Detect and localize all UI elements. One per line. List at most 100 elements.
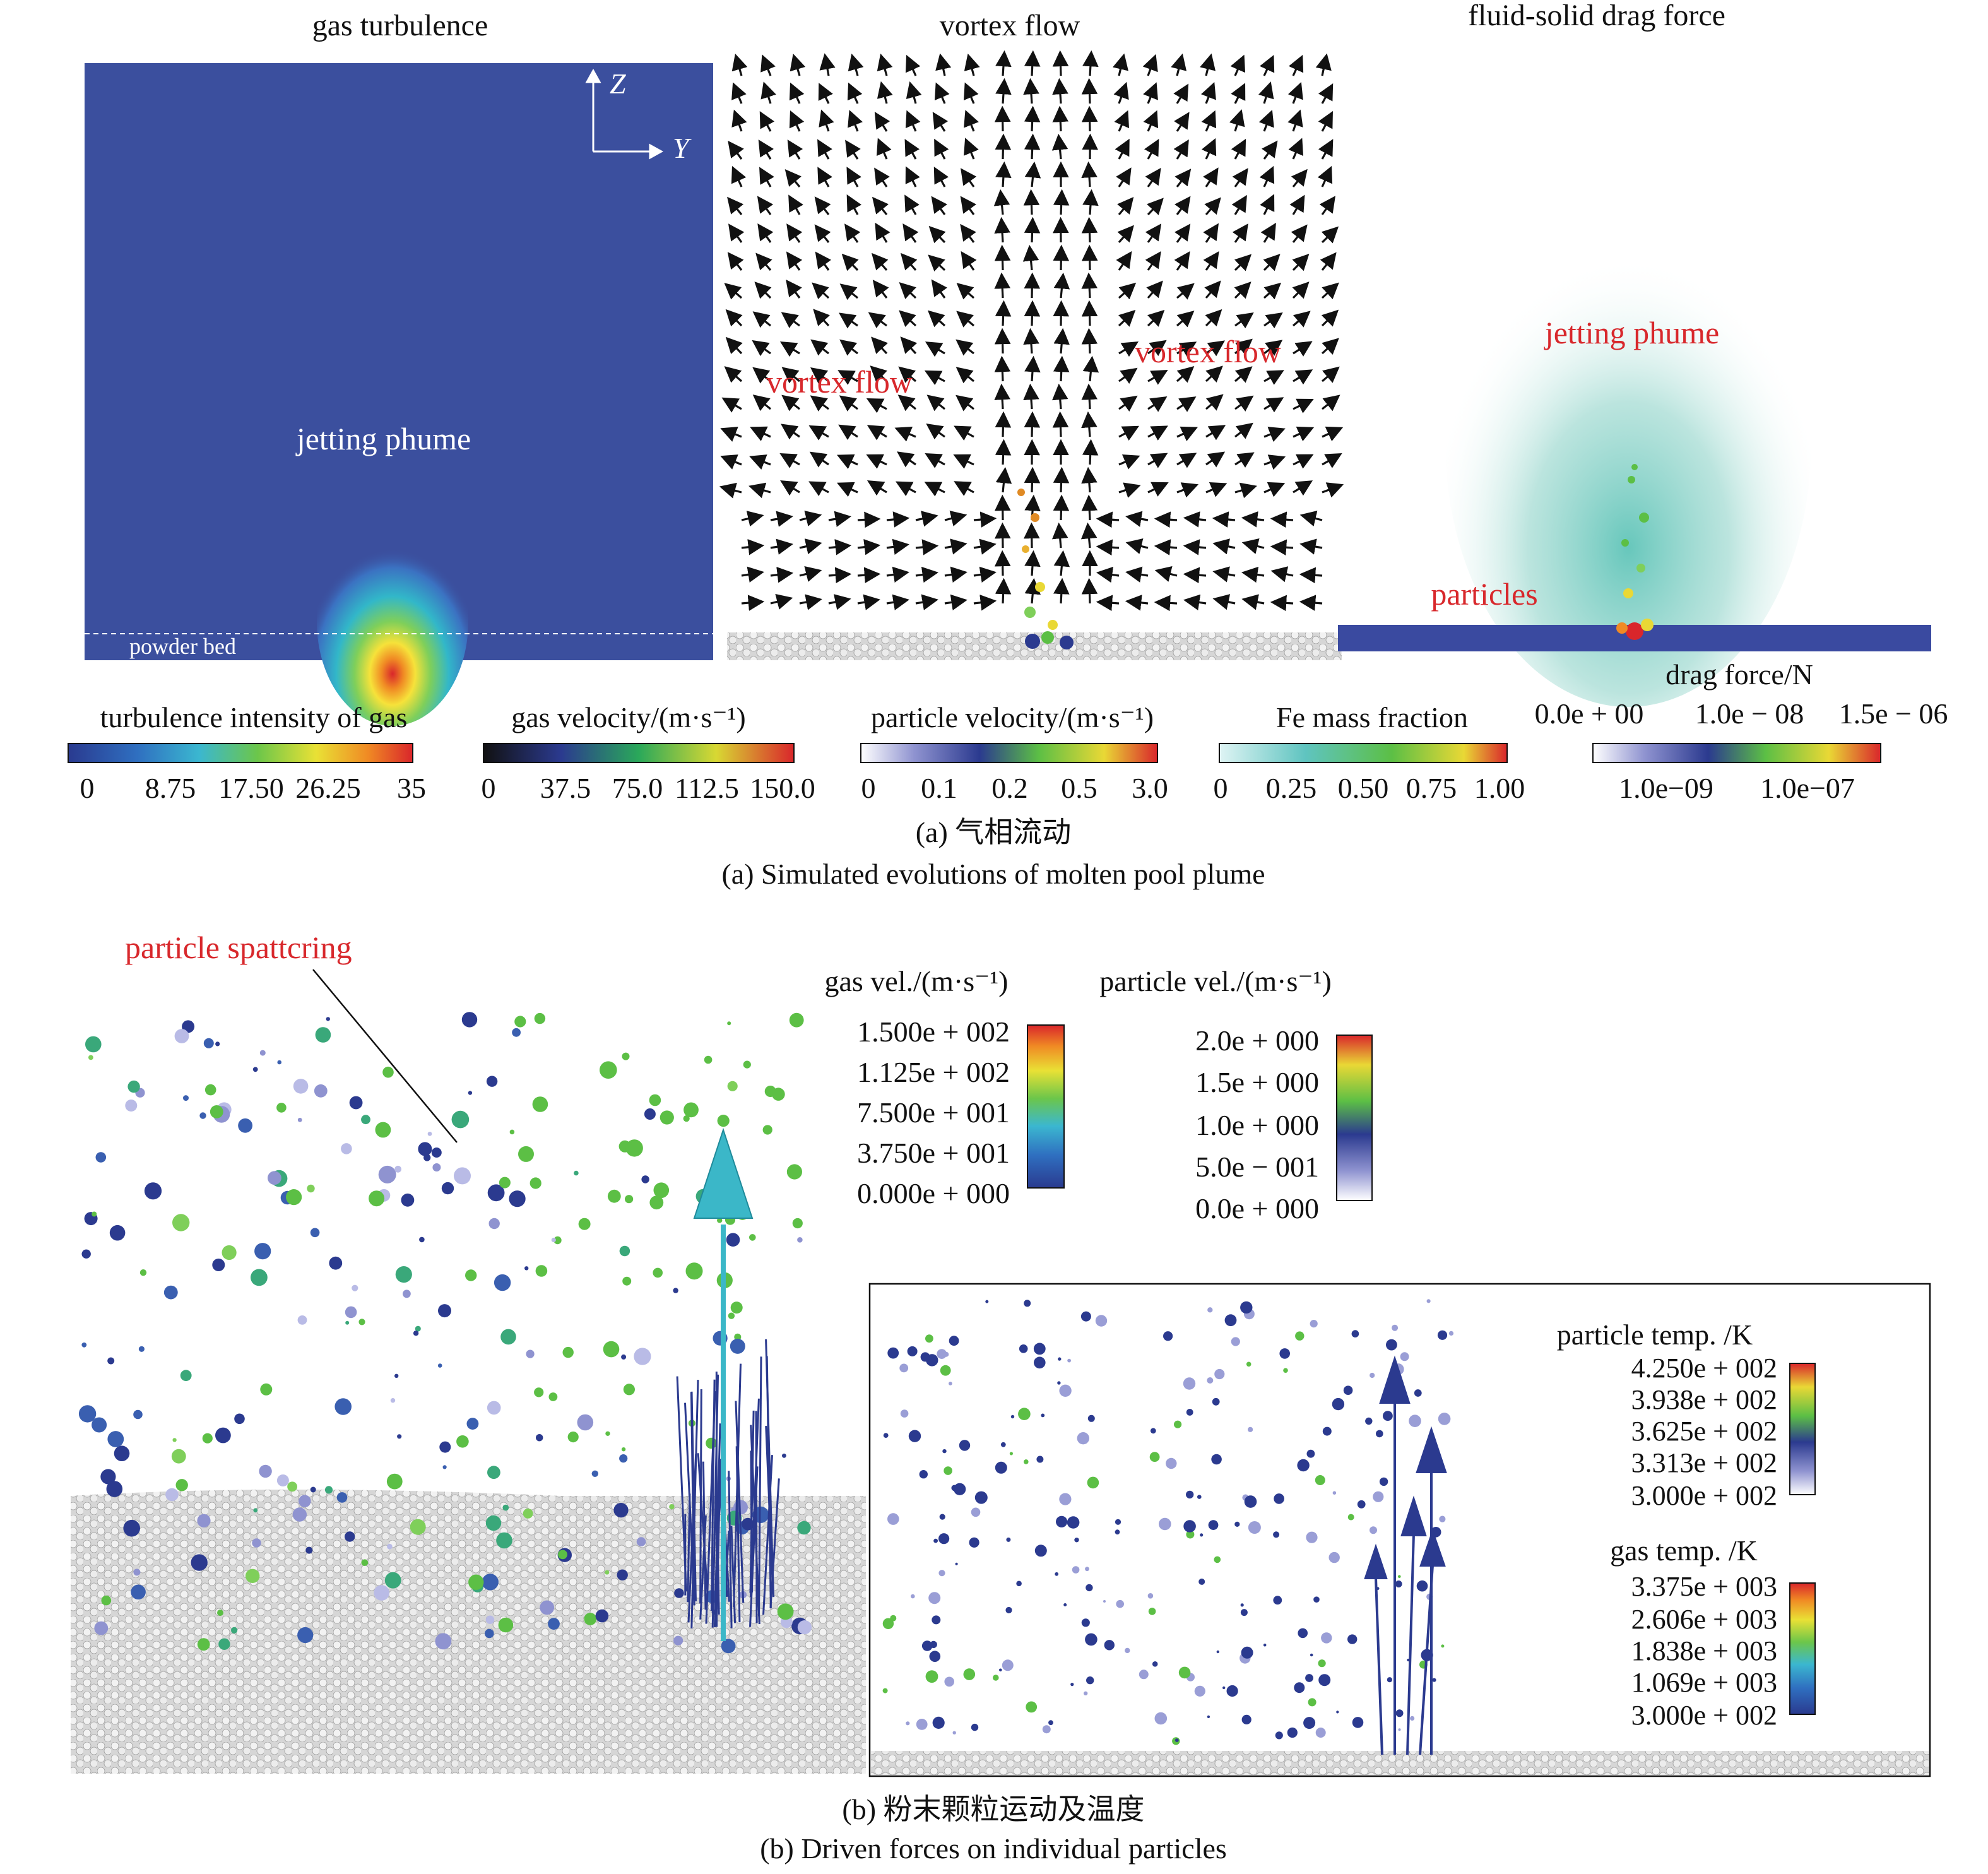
vector-arrow [1176, 365, 1195, 383]
particle-dot [900, 1409, 909, 1418]
particle-dot [641, 1175, 649, 1183]
vector-arrow [973, 511, 997, 528]
particle-dot [882, 1688, 888, 1693]
vector-arrow [1212, 538, 1236, 555]
vector-arrow [902, 223, 919, 243]
legend-gas-vel-title: gas vel./(m·s⁻¹) [824, 965, 1008, 997]
vector-arrow [1081, 216, 1098, 243]
vector-arrow [1118, 367, 1138, 384]
vector-arrow [960, 223, 976, 243]
vector-arrow [1081, 244, 1098, 271]
colorbar-particle-velocity-tick-1: 0.1 [921, 772, 957, 804]
colorbar-particle-velocity-tick-2: 0.2 [991, 772, 1028, 804]
vector-arrow [1082, 439, 1099, 465]
particle-dot [78, 1405, 97, 1423]
particle-dot [197, 1514, 211, 1527]
particle-dot [969, 1537, 979, 1548]
vector-arrow [1204, 197, 1221, 216]
particle-dot [326, 1017, 330, 1021]
vector-arrow [894, 426, 916, 442]
particle-dot [734, 1333, 742, 1341]
vector-arrow [1023, 328, 1039, 354]
particle-dot [558, 1550, 567, 1560]
label-particle-spattering: particle spattcring [125, 930, 352, 965]
vector-arrow [1263, 282, 1282, 300]
particle-dot [345, 1306, 357, 1319]
vector-arrow [897, 451, 916, 468]
particle-dot [297, 1627, 314, 1644]
particle-dot [487, 1466, 500, 1480]
particle-dot [1207, 1715, 1210, 1719]
particle-dot [613, 1503, 629, 1518]
gas-arrow [684, 1403, 695, 1596]
vector-arrow [944, 594, 967, 610]
vector-arrow [935, 53, 952, 76]
vector-arrow [956, 283, 975, 300]
particle-dot [959, 1440, 971, 1451]
particle-dot [1398, 1575, 1401, 1578]
inset-panel: particle temp. /K 4.250e + 002 3.938e + … [868, 1283, 1931, 1777]
gas-arrow [769, 1478, 780, 1608]
vector-arrow [900, 336, 918, 355]
particle-dot [971, 1723, 979, 1731]
caption-b-en: (b) Driven forces on individual particle… [760, 1832, 1227, 1865]
particle-dot [451, 1110, 470, 1129]
particle-dot [625, 1139, 643, 1157]
particle-dot [109, 1225, 126, 1241]
particle-dot [1081, 1618, 1090, 1627]
particle-dot [1315, 1728, 1326, 1738]
particle-dot [369, 1190, 385, 1207]
vector-arrow [857, 511, 881, 528]
vortex-particles [1017, 489, 1074, 649]
vector-arrow [781, 367, 800, 384]
vector-arrow [828, 539, 852, 555]
particle-dot [985, 1300, 989, 1303]
vector-arrow [1270, 539, 1294, 556]
particle-dot [85, 1036, 102, 1053]
particle-dot [1395, 1709, 1404, 1717]
particle-dot [307, 1184, 315, 1193]
legend-particle-vel-v0: 2.0e + 000 [1195, 1024, 1319, 1057]
particle-dot [932, 1716, 945, 1729]
vector-arrow [1270, 511, 1294, 528]
legend-particle-vel-v1: 1.5e + 000 [1195, 1066, 1319, 1098]
particle-dot [1016, 1580, 1022, 1587]
legend-gas-temp-v4: 3.000e + 002 [1631, 1700, 1777, 1731]
vector-arrow [1320, 252, 1337, 271]
particle-dot [605, 1431, 610, 1436]
particle-dot [1214, 1556, 1221, 1563]
vector-arrow [1147, 453, 1168, 468]
particle-dot [526, 1349, 535, 1358]
vector-arrow [1234, 254, 1252, 271]
legend-gas-temp-title: gas temp. /K [1610, 1534, 1758, 1567]
particle-dot [210, 1105, 223, 1118]
vector-arrow [1259, 55, 1275, 76]
particle-dot [782, 1453, 786, 1458]
vector-arrow [1145, 167, 1161, 187]
particle-dot [314, 1084, 328, 1098]
vector-arrow [1260, 194, 1275, 215]
vector-arrow [839, 312, 858, 329]
vector-arrow [1147, 340, 1167, 357]
colorbar-turbulence-tick-4: 35 [397, 772, 426, 804]
vector-arrow [1230, 54, 1246, 76]
particle-dot [259, 1464, 272, 1478]
particle-dot [133, 1409, 143, 1420]
vector-arrow [828, 511, 851, 527]
vector-arrow [1291, 224, 1308, 243]
particle-dot [465, 1269, 477, 1281]
particle-dot [600, 1061, 617, 1079]
particle-dot [1376, 1430, 1383, 1438]
particle-dot [1067, 1358, 1071, 1363]
vector-arrow [808, 481, 829, 497]
particle-dot [1216, 1650, 1220, 1654]
particle-dot [1315, 1475, 1325, 1485]
particle-dot [361, 1115, 370, 1125]
particle-dot [942, 1449, 947, 1454]
particle-dot [1000, 1442, 1006, 1447]
particle-dot [1104, 1640, 1115, 1651]
vector-arrow [1293, 454, 1314, 469]
vector-arrow [779, 453, 800, 468]
vector-arrow [1205, 309, 1222, 327]
particle-dot [607, 1189, 621, 1203]
